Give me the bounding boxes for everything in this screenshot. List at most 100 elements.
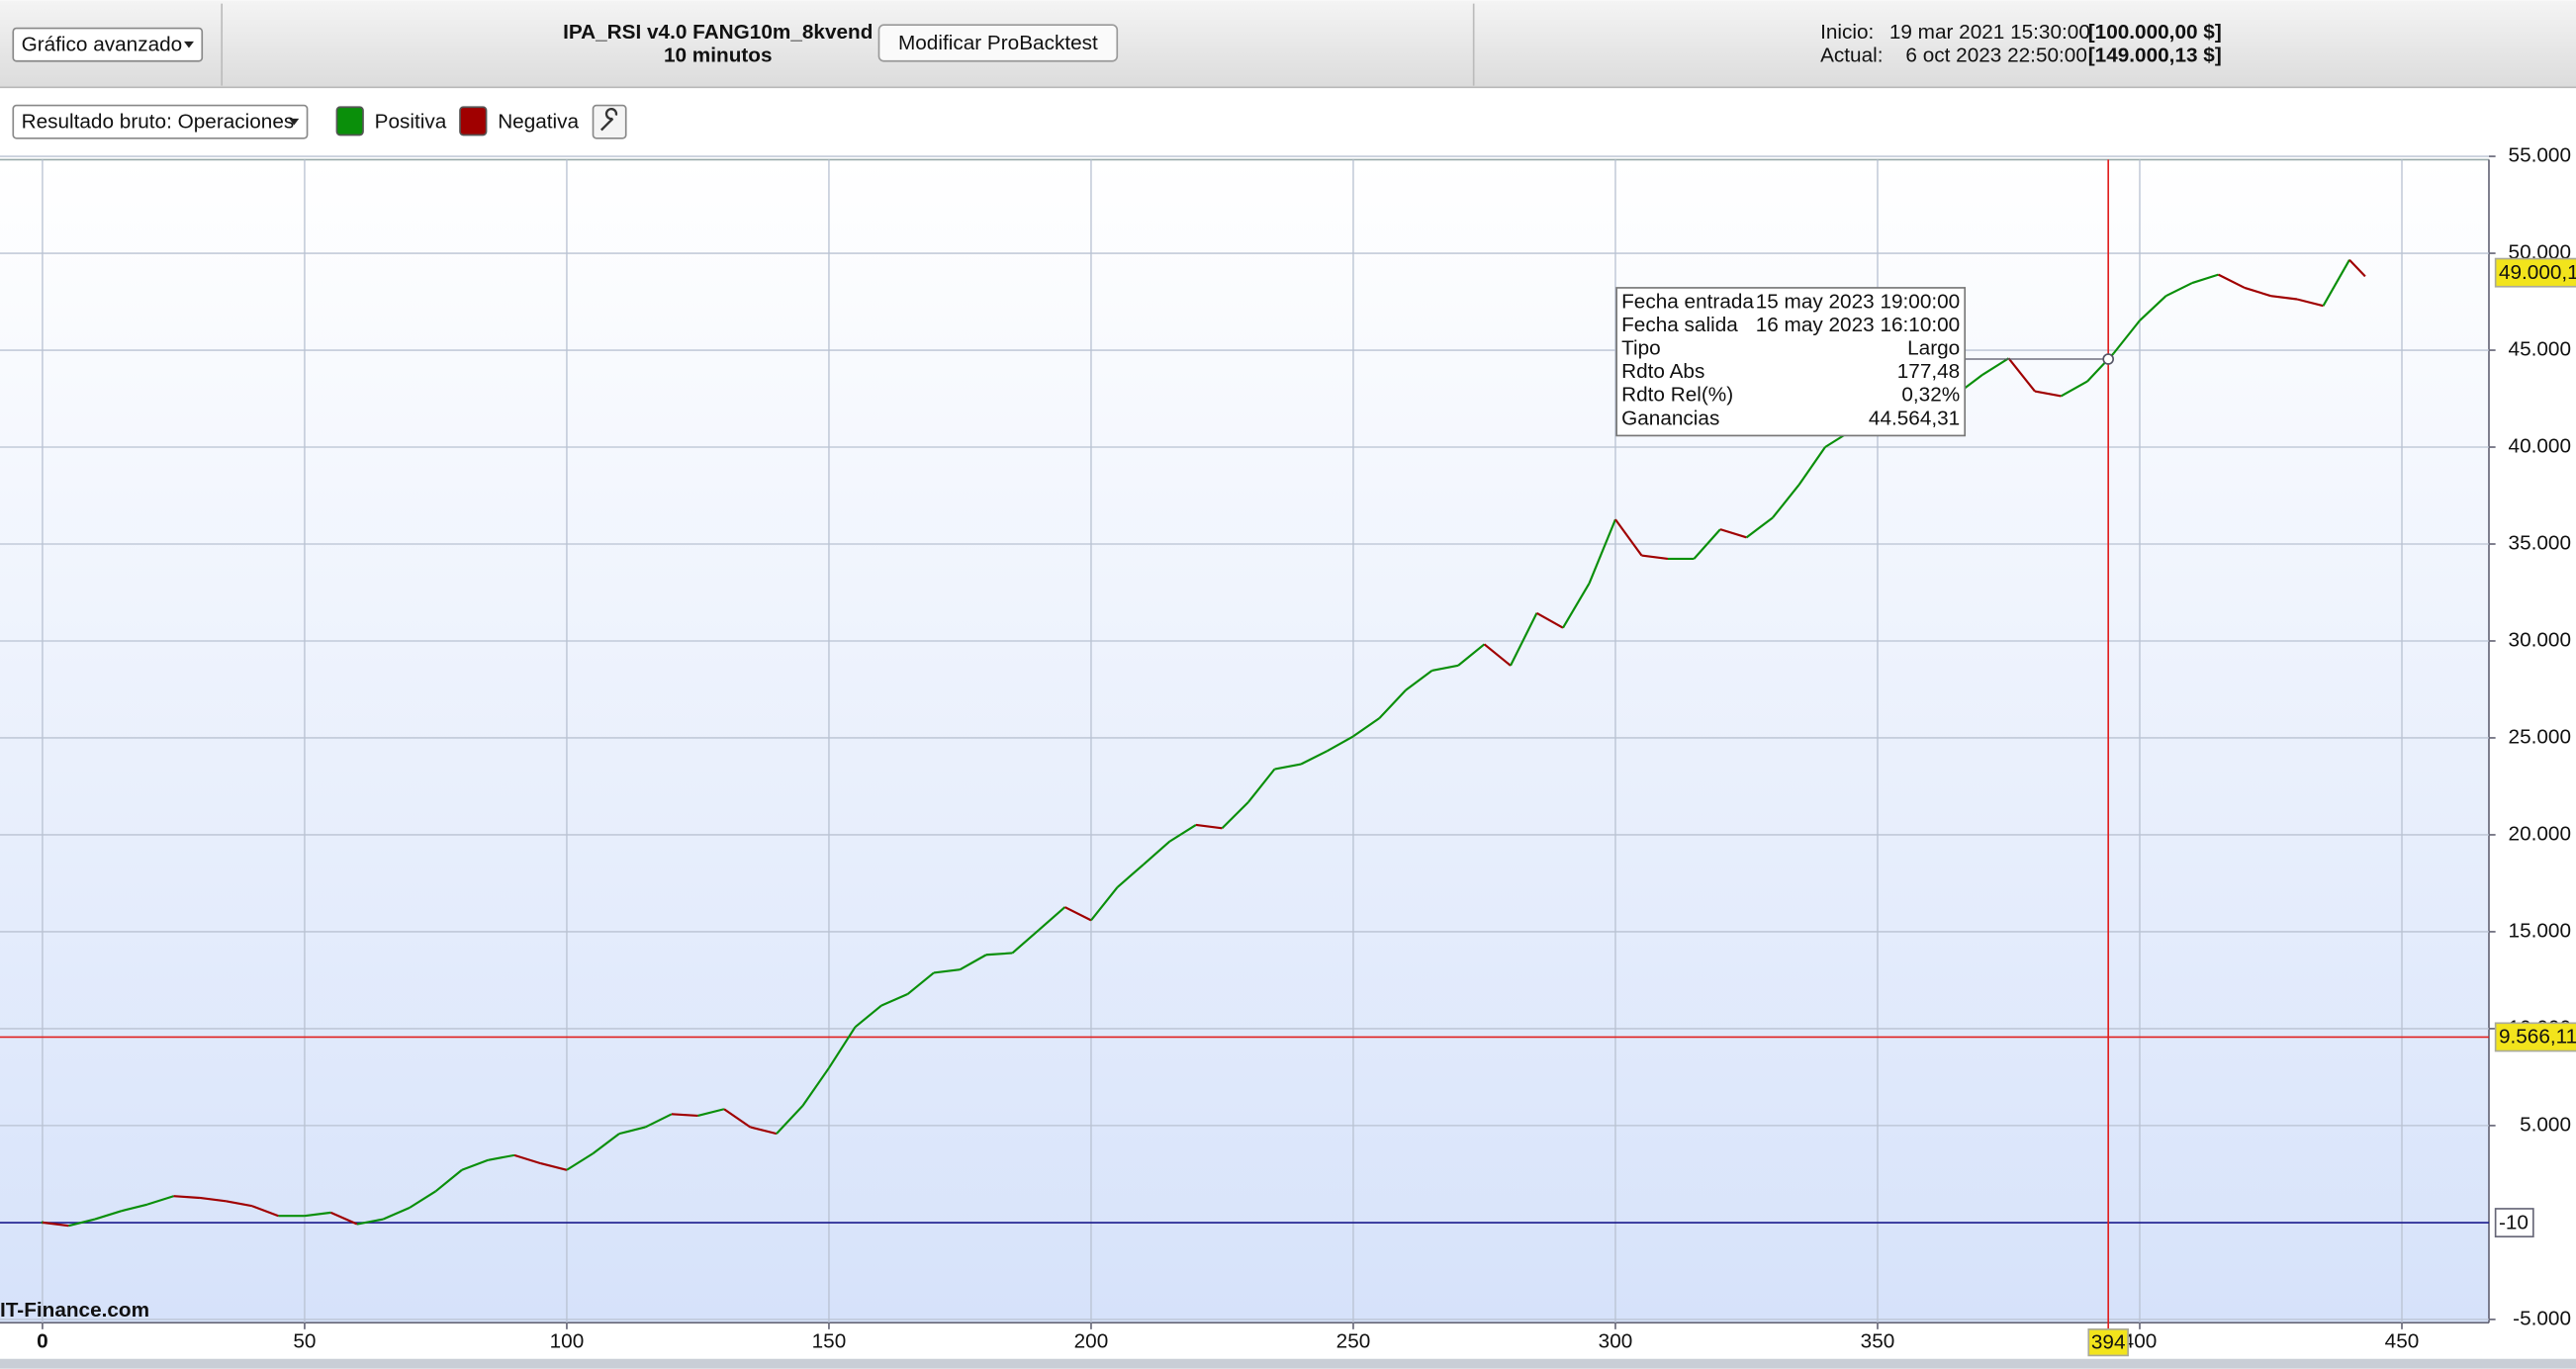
- equity-segment: [2348, 258, 2366, 278]
- baseline-label: -10: [2499, 1211, 2529, 1233]
- equity-segment: [409, 1190, 437, 1209]
- equity-segment: [2270, 295, 2298, 301]
- last-value-label: 49.000,1: [2499, 261, 2576, 284]
- equity-segment: [671, 1113, 698, 1117]
- equity-segment: [68, 1218, 96, 1228]
- x-tick-label: 400: [2123, 1330, 2158, 1353]
- equity-segment: [2322, 259, 2350, 307]
- equity-segment: [828, 1026, 857, 1069]
- y-tick-label: -5.000: [2513, 1307, 2571, 1329]
- dropdown[interactable]: [12, 27, 204, 62]
- equity-segment: [906, 971, 935, 995]
- legend-swatch: [335, 106, 364, 137]
- current-value: [149.000,13 $]: [2088, 44, 2222, 66]
- equity-segment: [1168, 824, 1197, 843]
- equity-segment: [592, 1133, 620, 1154]
- last-value-label-box: [2494, 257, 2576, 288]
- equity-segment: [304, 1211, 331, 1218]
- equity-segment: [1038, 906, 1066, 932]
- equity-segment: [618, 1126, 646, 1136]
- strategy-name: IPA_RSI v4.0 FANG10m_8kvend: [563, 21, 873, 44]
- equity-segment: [1483, 643, 1512, 667]
- caret: [184, 41, 194, 48]
- equity-segment: [2139, 295, 2167, 321]
- equity-segment: [199, 1196, 227, 1203]
- equity-segment: [1195, 823, 1223, 830]
- equity-segment: [1116, 864, 1145, 888]
- equity-segment: [1719, 528, 1747, 539]
- equity-segment: [42, 1221, 69, 1228]
- x-tick-label: 350: [1861, 1330, 1895, 1353]
- wrench-icon: [599, 107, 618, 132]
- baseline-label-box: [2494, 1208, 2534, 1238]
- level-label: 9.566,11: [2499, 1026, 2576, 1049]
- tooltip-key: Fecha entrada: [1621, 290, 1754, 313]
- tooltip-value: 15 may 2023 19:00:00: [1756, 290, 1961, 313]
- equity-segment: [1221, 801, 1249, 830]
- tooltip-value: 16 may 2023 16:10:00: [1756, 314, 1961, 336]
- start-value: [100.000,00 $]: [2088, 21, 2222, 44]
- cursor-label: 394: [2091, 1330, 2126, 1353]
- x-tick-label: 200: [1074, 1330, 1109, 1353]
- bottom-strip: [0, 1358, 2576, 1369]
- legend-swatch: [459, 106, 488, 137]
- equity-segment: [540, 1162, 568, 1171]
- y-tick-label: 25.000: [2509, 725, 2571, 748]
- equity-segment: [2112, 319, 2141, 355]
- equity-segment: [1641, 554, 1669, 560]
- result-menu[interactable]: [12, 104, 309, 139]
- equity-segment: [2218, 273, 2246, 289]
- start-label: Inicio:: [1820, 21, 1874, 44]
- equity-segment: [513, 1153, 541, 1165]
- equity-segment: [1981, 357, 2010, 376]
- tooltip-value: 177,48: [1897, 360, 1960, 383]
- tooltip-value: 0,32%: [1901, 384, 1960, 407]
- equity-segment: [356, 1218, 384, 1226]
- equity-segment: [1143, 840, 1171, 866]
- current-date: 6 oct 2023 22:50:00: [1905, 44, 2086, 66]
- chart-menu-label[interactable]: Gráfico avanzado: [22, 33, 183, 55]
- equity-segment: [1300, 750, 1328, 766]
- equity-segment: [2296, 298, 2324, 308]
- equity-segment: [644, 1113, 673, 1129]
- equity-segment: [854, 1004, 882, 1029]
- equity-segment: [434, 1168, 463, 1193]
- plot-area: [0, 159, 2489, 1323]
- equity-segment: [697, 1108, 725, 1117]
- y-tick-label: 20.000: [2509, 822, 2571, 845]
- modify-button-label[interactable]: Modificar ProBacktest: [898, 32, 1098, 54]
- equity-segment: [750, 1126, 778, 1136]
- equity-segment: [226, 1200, 253, 1208]
- equity-segment: [330, 1211, 358, 1226]
- equity-segment: [1431, 664, 1459, 673]
- tooltip-key: Ganancias: [1621, 407, 1719, 429]
- equity-segment: [2191, 273, 2219, 285]
- equity-segment: [1693, 528, 1721, 560]
- equity-segment: [2034, 390, 2062, 398]
- y-tick-label: 55.000: [2509, 144, 2571, 167]
- y-tick-label: 15.000: [2509, 919, 2571, 942]
- tooltip-value: Largo: [1907, 337, 1960, 360]
- equity-segment: [1274, 763, 1302, 771]
- equity-segment: [1614, 518, 1643, 557]
- equity-segment: [1378, 689, 1407, 719]
- result-menu-label[interactable]: Resultado bruto: Operaciones: [22, 111, 295, 134]
- chart-menu[interactable]: Gráfico avanzado: [12, 27, 204, 62]
- timeframe: 10 minutos: [664, 44, 773, 66]
- modify-button[interactable]: [877, 24, 1119, 62]
- caret: [289, 118, 300, 126]
- tooltip-key: Fecha salida: [1621, 314, 1738, 336]
- equity-segment: [1745, 516, 1774, 539]
- equity-segment: [801, 1067, 830, 1107]
- y-tick-label: 35.000: [2509, 531, 2571, 554]
- x-tick-label: 250: [1336, 1330, 1371, 1353]
- tooltip-key: Rdto Rel(%): [1621, 384, 1733, 407]
- y-tick-label: 45.000: [2509, 338, 2571, 361]
- equity-segment: [2244, 286, 2271, 298]
- x-tick-label: 50: [293, 1330, 316, 1353]
- equity-segment: [1011, 929, 1040, 955]
- hover-point: [2102, 353, 2115, 365]
- x-tick-label: 100: [550, 1330, 585, 1353]
- level-label-box: [2494, 1022, 2576, 1052]
